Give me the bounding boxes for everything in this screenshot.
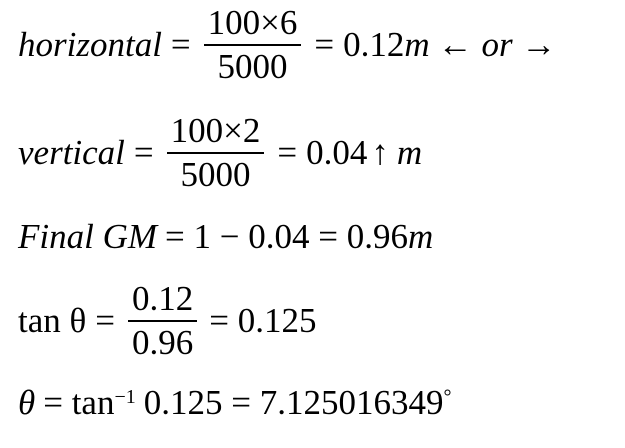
value: 0.125 = 7.125016349 <box>143 383 444 422</box>
equals: = <box>170 25 191 64</box>
fraction-bar <box>128 320 198 322</box>
denominator: 5000 <box>217 47 288 86</box>
equation-horizontal: horizontal = 100×6 5000 = 0.12 m ← or → <box>18 0 556 90</box>
unit: m <box>404 25 430 64</box>
denominator: 5000 <box>180 155 251 194</box>
equation-final-gm: Final GM = 1 − 0.04 = 0.96 m <box>18 192 433 282</box>
equals: = <box>95 301 116 340</box>
direction-arrows: ← or → <box>437 25 557 64</box>
up-arrow-icon: ↑ <box>371 133 389 172</box>
equals: = <box>314 25 335 64</box>
denominator: 0.96 <box>132 323 194 362</box>
lhs: Final GM <box>18 217 158 256</box>
numerator: 100×2 <box>170 111 261 150</box>
lhs: tan θ <box>18 301 87 340</box>
unit: m <box>407 217 434 256</box>
fraction: 100×6 5000 <box>203 3 302 86</box>
fraction: 100×2 5000 <box>166 111 265 194</box>
equation-tan-theta: tan θ = 0.12 0.96 = 0.125 <box>18 276 317 366</box>
equation-theta: θ = tan −1 0.125 = 7.125016349 ° <box>18 358 451 448</box>
lhs: horizontal <box>18 25 162 64</box>
result: 0.12 <box>343 25 405 64</box>
unit: m <box>396 133 423 172</box>
result: 0.04 <box>306 133 368 172</box>
equation-vertical: vertical = 100×2 5000 = 0.04 ↑ m <box>18 108 422 198</box>
equals: = <box>133 133 154 172</box>
rhs: = 1 − 0.04 = 0.96 <box>165 217 408 256</box>
equals: = <box>277 133 298 172</box>
fraction-bar <box>203 44 302 46</box>
exponent: −1 <box>114 385 136 408</box>
numerator: 0.12 <box>132 279 194 318</box>
theta: θ <box>18 383 36 422</box>
lhs: vertical <box>18 133 125 172</box>
result: = 0.125 <box>209 301 317 340</box>
fraction-bar <box>166 152 265 154</box>
rhs: = tan <box>43 383 115 422</box>
degree-symbol: ° <box>443 385 452 408</box>
fraction: 0.12 0.96 <box>128 279 198 362</box>
numerator: 100×6 <box>207 3 298 42</box>
